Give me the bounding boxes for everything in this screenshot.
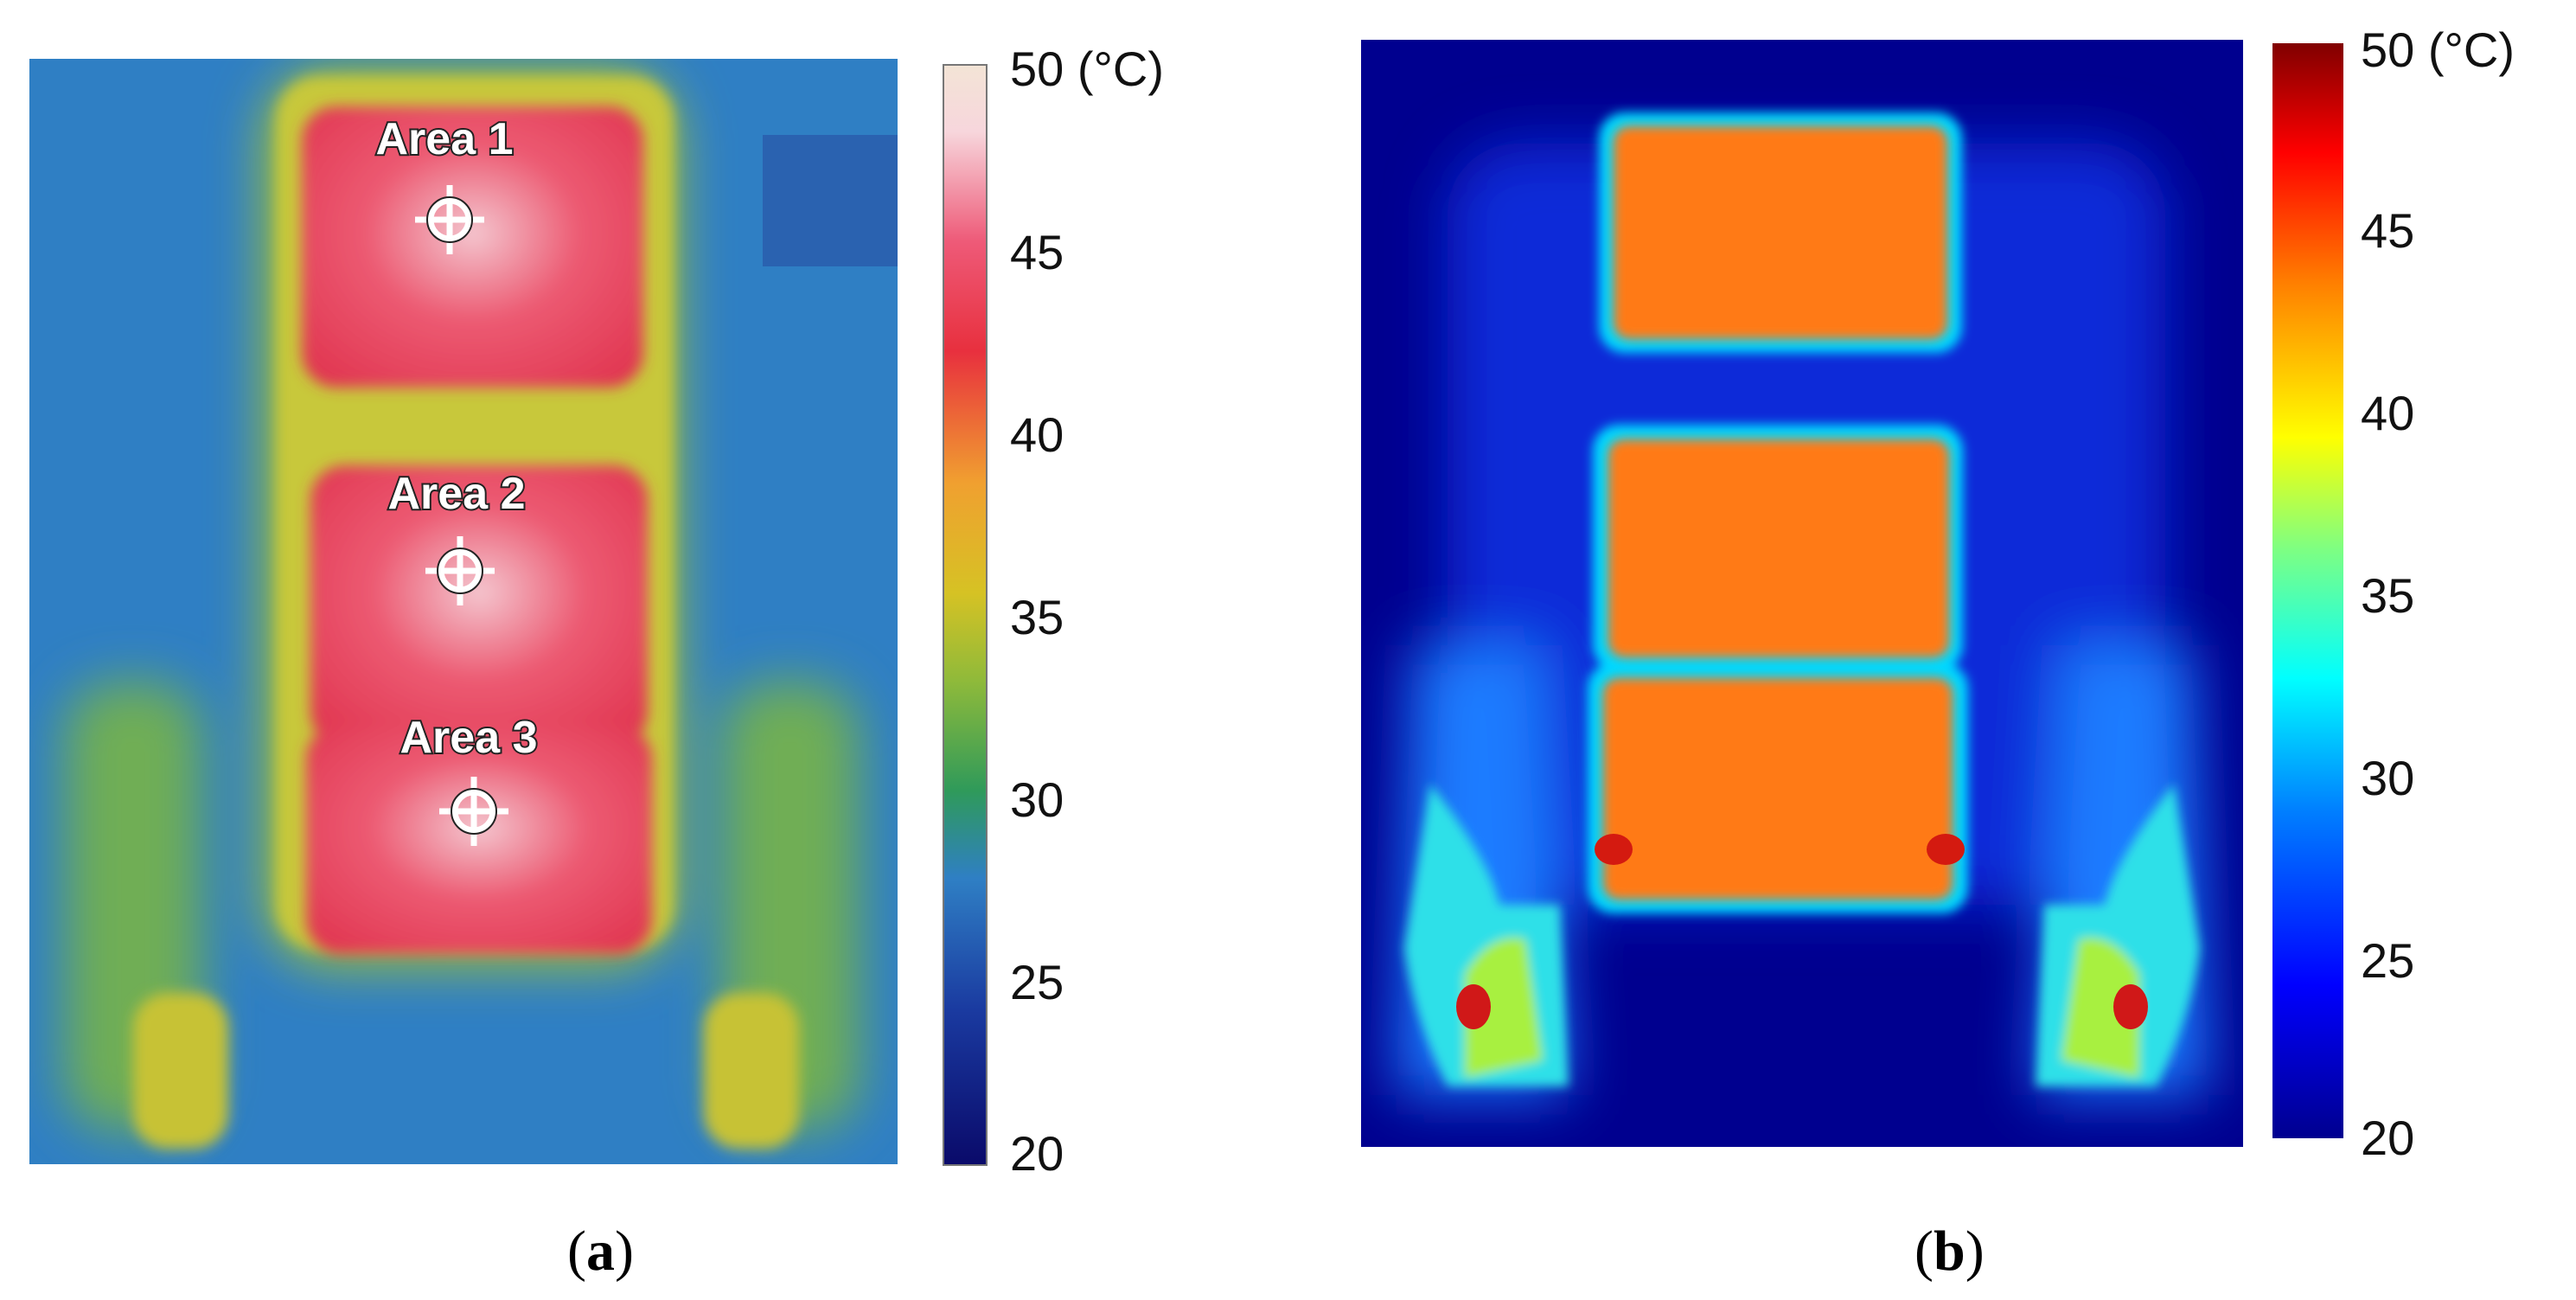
colorbar-b-tick-20: 20 bbox=[2361, 1111, 2415, 1165]
colorbar-b-tick-40: 40 bbox=[2361, 386, 2415, 440]
colorbar-a-tick-35: 35 bbox=[1010, 590, 1064, 644]
colorbar-b bbox=[2272, 43, 2343, 1138]
area-3-label: Area 3 bbox=[400, 713, 538, 763]
caption-b: (b) bbox=[1914, 1220, 1985, 1283]
colorbar-a-tick-25: 25 bbox=[1010, 955, 1064, 1009]
colorbar-a-tick-45: 45 bbox=[1010, 225, 1064, 279]
colorbar-b-tick-50: 50 (°C) bbox=[2361, 22, 2515, 77]
caption-a: (a) bbox=[567, 1220, 634, 1283]
colorbar-a-tick-40: 40 bbox=[1010, 407, 1064, 462]
colorbar-a-tick-50: 50 (°C) bbox=[1010, 42, 1164, 96]
colorbar-b-tick-35: 35 bbox=[2361, 568, 2415, 623]
area-2-label: Area 2 bbox=[388, 469, 526, 519]
simulation-image-b bbox=[1361, 40, 2243, 1147]
area-1-label: Area 1 bbox=[376, 114, 514, 164]
colorbar-b-tick-25: 25 bbox=[2361, 933, 2415, 988]
thermal-image-a: Area 1 Area 2 Area 3 bbox=[29, 59, 898, 1164]
colorbar-a-tick-20: 20 bbox=[1010, 1126, 1064, 1181]
colorbar-a-tick-30: 30 bbox=[1010, 772, 1064, 827]
colorbar-a bbox=[943, 64, 988, 1166]
colorbar-b-tick-30: 30 bbox=[2361, 751, 2415, 805]
colorbar-b-tick-45: 45 bbox=[2361, 203, 2415, 258]
